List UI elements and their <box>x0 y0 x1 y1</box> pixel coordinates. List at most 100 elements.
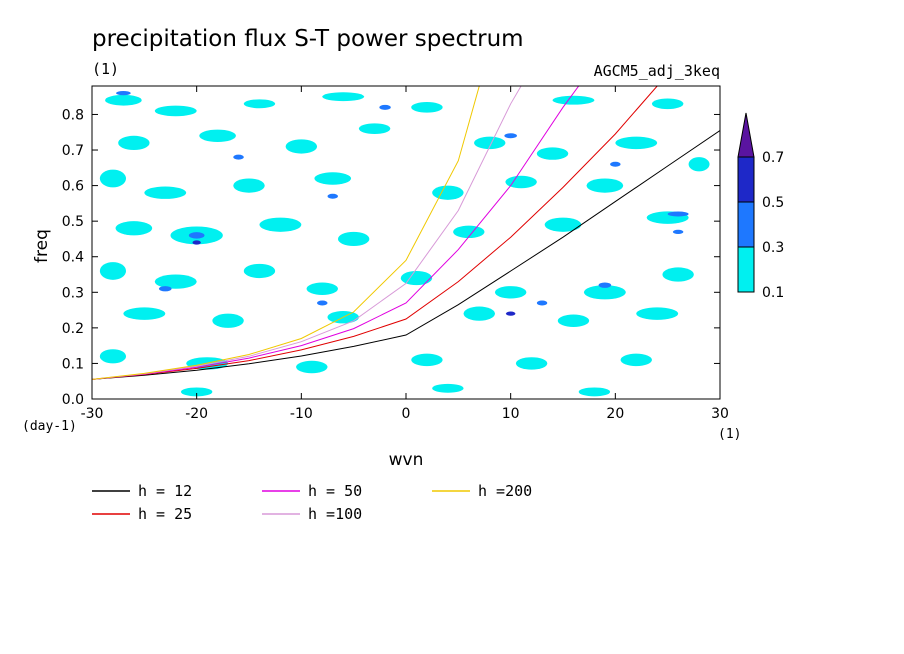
field-patch <box>586 178 624 193</box>
power-field <box>99 90 710 397</box>
chart-subtitle-units: (1) <box>92 60 119 78</box>
x-tick-label: -10 <box>290 406 313 422</box>
field-patch <box>667 211 689 217</box>
field-patch <box>583 285 626 300</box>
field-patch <box>99 349 127 364</box>
field-patch <box>544 217 582 232</box>
x-axis-label: wvn <box>389 450 424 470</box>
colorbar-label: 0.1 <box>762 285 784 301</box>
field-patch <box>474 136 506 150</box>
series-line-h200 <box>92 86 480 380</box>
y-axis-label: freq <box>32 229 52 263</box>
legend: h = 12 h = 25 h = 50 h =100 h =200 <box>92 482 532 523</box>
series-line-h50 <box>92 86 580 380</box>
field-patch <box>651 98 684 110</box>
field-patch <box>144 186 187 199</box>
field-patch <box>99 169 127 188</box>
field-patch <box>557 314 590 327</box>
field-patch <box>636 307 679 320</box>
field-patch <box>672 229 684 234</box>
field-patch <box>536 147 569 160</box>
legend-label-h12: h = 12 <box>138 482 192 500</box>
x-tick-label: -20 <box>185 406 208 422</box>
field-patch <box>337 231 370 247</box>
field-patch <box>620 353 652 367</box>
field-patch <box>598 282 612 288</box>
field-patch <box>243 99 276 109</box>
field-patch <box>322 92 365 102</box>
field-patch <box>243 263 276 279</box>
legend-label-h50: h = 50 <box>308 482 362 500</box>
field-patch <box>552 95 595 105</box>
field-patch <box>610 161 621 167</box>
legend-label-h25: h = 25 <box>138 505 192 523</box>
field-patch <box>192 240 201 245</box>
field-patch <box>105 94 142 106</box>
field-patch <box>285 139 318 154</box>
field-patch <box>180 387 213 397</box>
field-patch <box>494 286 527 299</box>
legend-label-h200: h =200 <box>478 482 532 500</box>
field-patch <box>296 360 328 374</box>
field-patch <box>536 300 548 306</box>
field-patch <box>411 353 443 367</box>
colorbar-swatch <box>737 201 755 248</box>
field-patch <box>463 306 495 321</box>
field-patch <box>615 136 658 150</box>
colorbar-label: 0.5 <box>762 195 784 211</box>
field-patch <box>505 311 516 316</box>
x-tick-label: 30 <box>711 406 729 422</box>
chart-title: precipitation flux S-T power spectrum <box>92 26 524 52</box>
series-line-h25 <box>92 86 658 380</box>
field-patch <box>662 267 694 282</box>
field-patch <box>317 300 328 306</box>
field-patch <box>212 313 244 328</box>
field-patch <box>515 357 548 370</box>
y-tick-label: 0.8 <box>62 107 84 123</box>
x-tick-label: 10 <box>502 406 520 422</box>
axis-ticks: -30 -20 -10 0 10 20 30 0.0 0.1 0.2 0.3 0.4 0.5 0.6 0.7… <box>62 86 729 422</box>
y-tick-label: 0.2 <box>62 321 84 337</box>
field-patch <box>188 232 205 239</box>
legend-label-h100: h =100 <box>308 505 362 523</box>
series-line-h12 <box>92 130 720 380</box>
field-patch <box>99 262 127 280</box>
colorbar-extend-max <box>737 112 755 158</box>
field-patch <box>154 274 197 289</box>
chart-subtitle-model: AGCM5_adj_3keq <box>594 62 720 80</box>
y-tick-label: 0.4 <box>62 250 84 266</box>
field-patch <box>199 129 236 143</box>
field-patch <box>116 90 131 96</box>
series-line-h100 <box>92 86 522 380</box>
plot-area: -30 -20 -10 0 10 20 30 0.0 0.1 0.2 0.3 0.4 0.5 0.6 0.7… <box>62 85 729 422</box>
y-axis-unit: (day-1) <box>22 419 77 434</box>
field-patch <box>453 225 485 239</box>
field-patch <box>154 105 197 117</box>
field-patch <box>578 387 611 397</box>
colorbar-label: 0.3 <box>762 240 784 256</box>
y-tick-label: 0.1 <box>62 356 84 372</box>
field-patch <box>432 185 464 200</box>
x-tick-label: 0 <box>402 406 411 422</box>
field-patch <box>327 193 338 199</box>
field-patch <box>505 175 537 189</box>
field-patch <box>306 282 338 295</box>
field-patch <box>400 270 433 286</box>
field-patch <box>358 123 391 135</box>
field-patch <box>259 217 302 232</box>
field-patch <box>432 383 464 393</box>
y-tick-label: 0.6 <box>62 179 84 195</box>
colorbar-swatch <box>737 246 755 293</box>
y-tick-label: 0.0 <box>62 392 84 408</box>
field-patch <box>411 102 443 113</box>
field-patch <box>115 221 153 236</box>
y-tick-label: 0.5 <box>62 214 84 230</box>
colorbar-swatch <box>737 156 755 203</box>
dispersion-curves <box>92 86 720 380</box>
field-patch <box>314 172 352 185</box>
field-patch <box>158 286 172 292</box>
field-patch <box>233 154 244 160</box>
field-patch <box>118 135 150 151</box>
colorbar-label: 0.7 <box>762 150 784 166</box>
